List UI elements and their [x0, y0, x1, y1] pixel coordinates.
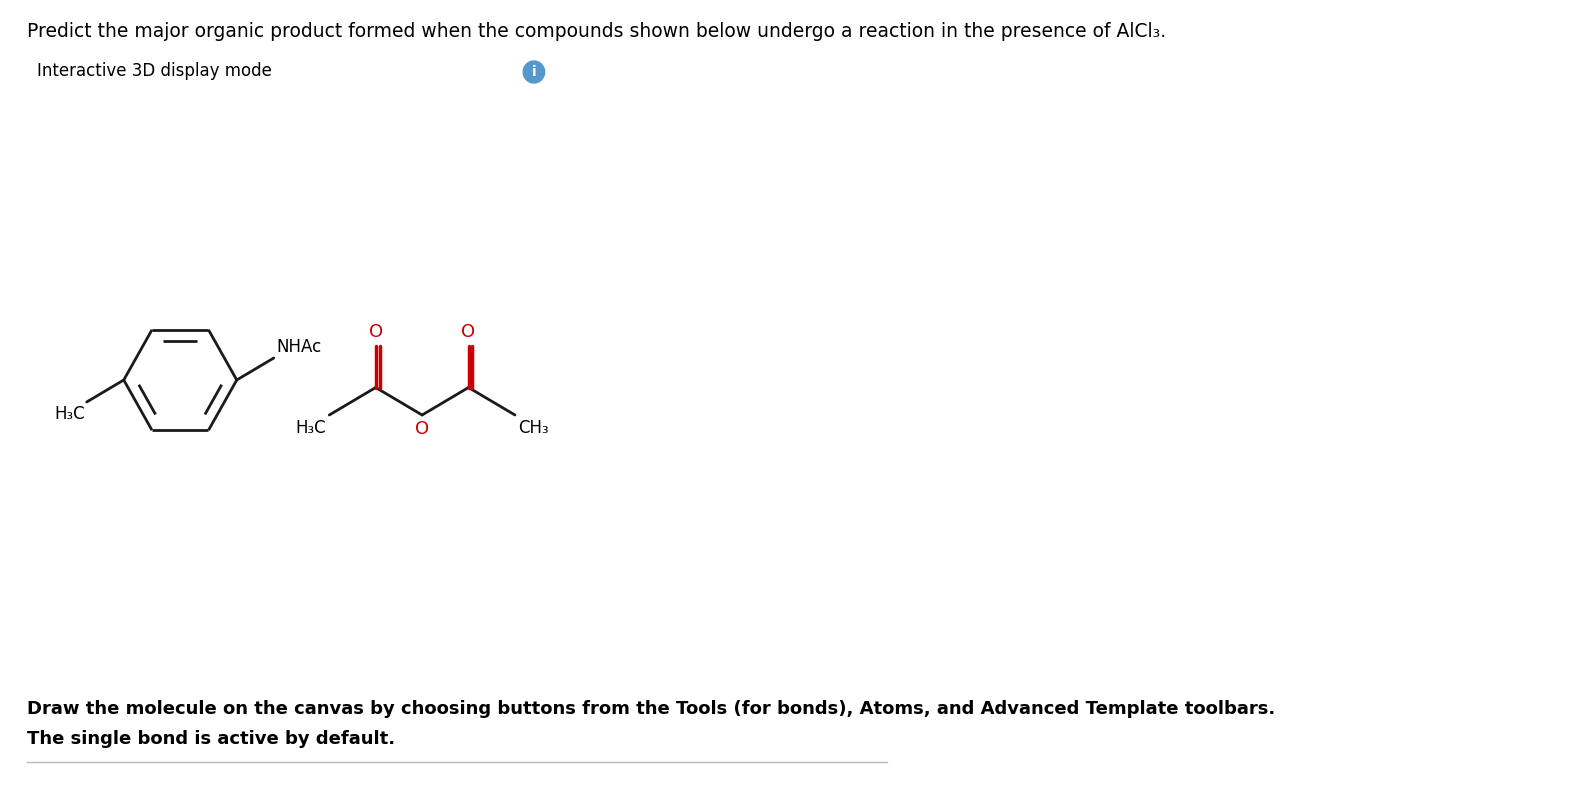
Text: CH₃: CH₃: [519, 419, 549, 437]
Text: NHAc: NHAc: [276, 338, 322, 356]
Text: O: O: [416, 420, 430, 438]
Circle shape: [523, 61, 544, 83]
Text: O: O: [368, 323, 382, 341]
Text: i: i: [531, 65, 536, 79]
Text: Draw the molecule on the canvas by choosing buttons from the Tools (for bonds), : Draw the molecule on the canvas by choos…: [27, 700, 1275, 718]
Text: The single bond is active by default.: The single bond is active by default.: [27, 730, 395, 748]
Text: O: O: [462, 323, 476, 341]
Text: H₃C: H₃C: [295, 419, 327, 437]
Text: Interactive 3D display mode: Interactive 3D display mode: [36, 62, 271, 80]
Text: H₃C: H₃C: [54, 405, 84, 423]
Text: Predict the major organic product formed when the compounds shown below undergo : Predict the major organic product formed…: [27, 22, 1166, 41]
